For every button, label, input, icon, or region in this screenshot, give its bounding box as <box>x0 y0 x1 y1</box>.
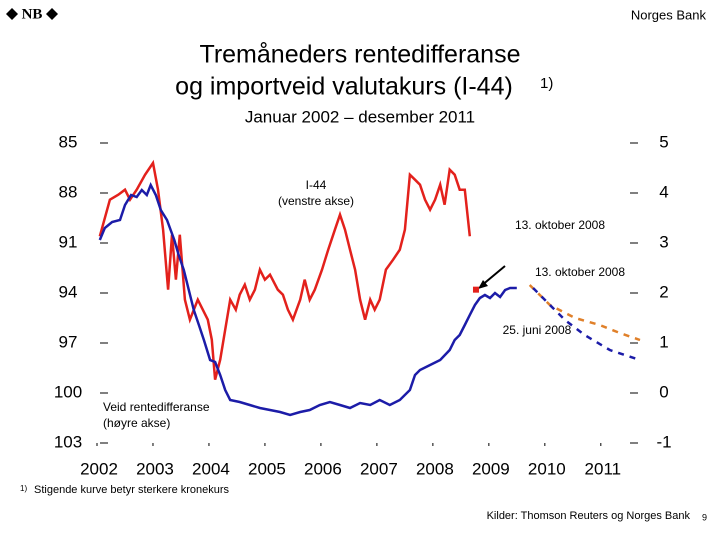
y-tick-label: 88 <box>59 182 78 201</box>
y2-tick-label: 4 <box>659 182 668 201</box>
series-label: 13. oktober 2008 <box>515 218 605 232</box>
arrowhead <box>478 280 488 289</box>
x-tick-label: 2002 <box>80 459 118 478</box>
y2-tick-label: -1 <box>656 432 671 451</box>
x-tick-label: 2008 <box>416 459 454 478</box>
footnote-marker: 1) <box>20 484 27 493</box>
x-tick-label: 2009 <box>472 459 510 478</box>
org-name: Norges Bank <box>631 7 707 22</box>
point-label: 13. oktober 2008 <box>535 265 625 279</box>
y-tick-label: 85 <box>59 132 78 151</box>
y2-tick-label: 3 <box>659 232 668 251</box>
y-tick-label: 91 <box>59 232 78 251</box>
x-tick-label: 2005 <box>248 459 286 478</box>
y2-tick-label: 2 <box>659 282 668 301</box>
series-axis-label: (høyre akse) <box>103 416 170 430</box>
source: Kilder: Thomson Reuters og Norges Bank <box>487 510 691 522</box>
y2-tick-label: 1 <box>659 332 668 351</box>
series-axis-label: (venstre akse) <box>278 194 354 208</box>
x-tick-label: 2004 <box>192 459 230 478</box>
series-line <box>98 159 472 381</box>
footnote: Stigende kurve betyr sterkere kronekurs <box>34 484 230 496</box>
chart-title: og importveid valutakurs (I-44) <box>175 73 513 101</box>
x-tick-label: 2011 <box>585 459 622 478</box>
y-tick-label: 103 <box>54 432 82 451</box>
y-tick-label: 100 <box>54 382 82 401</box>
y-tick-label: 94 <box>59 282 78 301</box>
logo: NB <box>6 6 58 22</box>
series-line <box>98 181 517 417</box>
chart-title: Tremåneders rentedifferanse <box>199 41 520 69</box>
series-label: 25. juni 2008 <box>503 323 572 337</box>
x-tick-label: 2010 <box>528 459 566 478</box>
logo-text: NB <box>22 6 43 22</box>
chart-subtitle: Januar 2002 – desember 2011 <box>245 107 475 126</box>
title-note: 1) <box>540 75 553 92</box>
y-tick-label: 97 <box>59 332 78 351</box>
x-tick-label: 2006 <box>304 459 342 478</box>
page-number: 9 <box>702 512 707 522</box>
y2-tick-label: 5 <box>659 132 668 151</box>
logo-mark <box>46 8 58 20</box>
logo-mark <box>6 8 18 20</box>
y2-tick-label: 0 <box>659 382 668 401</box>
x-tick-label: 2007 <box>360 459 398 478</box>
series-label: Veid rentedifferanse <box>103 400 210 414</box>
point <box>472 286 479 293</box>
series-label: I-44 <box>306 178 327 192</box>
x-tick-label: 2003 <box>136 459 174 478</box>
